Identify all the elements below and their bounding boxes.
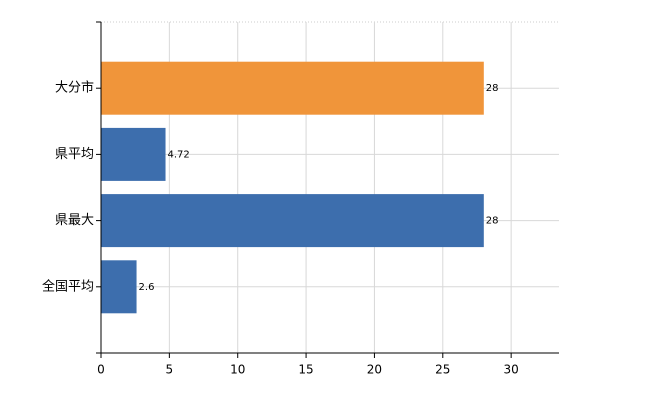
x-tick-label: 25 — [435, 363, 450, 377]
value-label: 28 — [486, 216, 499, 227]
bar — [101, 194, 484, 248]
y-tick-label: 県平均 — [55, 147, 94, 162]
bar — [101, 127, 166, 181]
value-label: 28 — [486, 83, 499, 94]
x-tick-label: 10 — [230, 363, 245, 377]
x-tick-label: 15 — [298, 363, 313, 377]
y-tick-label: 県最大 — [55, 213, 94, 228]
bar — [101, 61, 484, 115]
value-label: 2.6 — [139, 282, 155, 293]
x-tick-label: 5 — [166, 363, 174, 377]
bar — [101, 260, 137, 314]
x-tick-label: 20 — [367, 363, 382, 377]
value-label: 4.72 — [168, 149, 190, 160]
y-tick-label: 大分市 — [55, 80, 94, 96]
x-tick-label: 30 — [504, 363, 519, 377]
x-tick-label: 0 — [97, 363, 105, 377]
y-tick-label: 全国平均 — [42, 278, 94, 294]
